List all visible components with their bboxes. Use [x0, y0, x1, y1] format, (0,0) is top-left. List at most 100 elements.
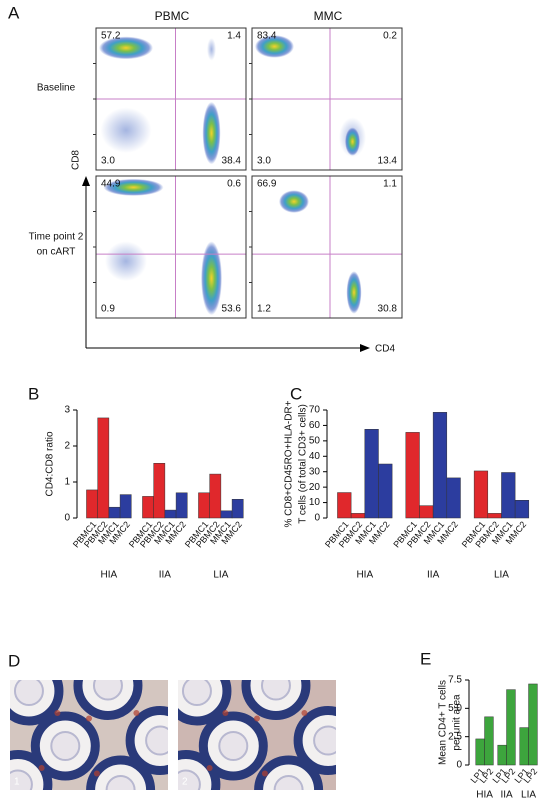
- quadrant-value: 53.6: [222, 304, 242, 315]
- stain: [254, 715, 260, 722]
- density: [201, 241, 222, 316]
- bar: [108, 506, 121, 519]
- y-tick-label: 60: [309, 420, 321, 431]
- panel-letter: E: [420, 649, 431, 668]
- column-header: MMC: [314, 9, 343, 23]
- density: [346, 271, 362, 314]
- y-tick-label: 50: [309, 435, 321, 446]
- quadrant-value: 0.9: [101, 304, 115, 315]
- arrow-head: [360, 344, 370, 352]
- quadrant-value: 3.0: [257, 156, 271, 167]
- bar: [405, 432, 420, 519]
- density: [255, 35, 294, 58]
- quadrant-value: 44.9: [101, 179, 121, 190]
- image-label: 1: [14, 777, 20, 788]
- y-axis-label: T cells (of total CD3+ cells): [298, 404, 309, 524]
- density: [100, 107, 152, 153]
- row-label: Time point 2: [29, 232, 84, 243]
- axis-label: CD8: [71, 150, 82, 170]
- y-tick-label: 3: [64, 405, 70, 416]
- stain: [133, 710, 140, 716]
- group-label: LIA: [521, 790, 536, 800]
- bar: [350, 513, 366, 519]
- stain: [222, 710, 229, 716]
- density: [99, 36, 153, 60]
- bar: [432, 412, 448, 519]
- group-label: IIA: [159, 570, 172, 581]
- bar: [378, 463, 393, 519]
- bar: [484, 716, 494, 766]
- y-tick-label: 30: [309, 466, 321, 477]
- density: [279, 190, 309, 213]
- lumen: [105, 775, 136, 790]
- flow-plot: [255, 35, 366, 158]
- flow-plot: [103, 178, 222, 316]
- y-axis-label: Mean CD4+ T cells: [438, 680, 449, 765]
- y-tick-label: 2: [64, 441, 70, 452]
- quadrant-value: 38.4: [222, 156, 242, 167]
- micrograph: [10, 680, 168, 790]
- group-label: IIA: [500, 790, 513, 800]
- y-tick-label: 10: [309, 497, 321, 508]
- quadrant-value: 1.1: [383, 179, 397, 190]
- group-label: HIA: [356, 570, 373, 581]
- flow-plot: [99, 36, 221, 165]
- y-tick-label: 70: [309, 405, 321, 416]
- bar: [153, 463, 166, 519]
- y-tick-label: 1: [64, 477, 70, 488]
- group-label: HIA: [101, 570, 118, 581]
- bar: [487, 513, 502, 519]
- lumen: [50, 731, 81, 761]
- density: [207, 37, 216, 61]
- bar: [119, 494, 132, 519]
- bar: [514, 500, 530, 519]
- y-tick-label: 0: [456, 760, 462, 771]
- y-tick-label: 2.5: [448, 731, 462, 742]
- group-label: LIA: [494, 570, 509, 581]
- quadrant-value: 30.8: [378, 304, 398, 315]
- bar: [175, 492, 188, 519]
- panel-letter: B: [28, 384, 39, 403]
- quadrant-value: 0.6: [227, 179, 241, 190]
- panel-letter: D: [8, 651, 20, 670]
- panel-letter: C: [290, 384, 302, 403]
- stain: [206, 765, 213, 771]
- lumen: [313, 725, 336, 756]
- micrograph: [178, 680, 336, 790]
- stain: [54, 710, 61, 716]
- lumen: [260, 680, 291, 701]
- y-axis-label: per unit area: [452, 694, 463, 751]
- y-tick-label: 20: [309, 482, 321, 493]
- lumen: [178, 769, 201, 790]
- bar: [142, 496, 154, 519]
- bar: [519, 727, 529, 766]
- lumen: [92, 680, 123, 701]
- y-tick-label: 5.0: [448, 703, 462, 714]
- bar: [446, 477, 461, 519]
- quadrant-value: 66.9: [257, 179, 277, 190]
- quadrant-value: 1.2: [257, 304, 271, 315]
- density: [202, 101, 221, 165]
- arrow-head: [82, 176, 90, 186]
- bar: [506, 689, 516, 766]
- quadrant-value: 13.4: [378, 156, 398, 167]
- stain: [301, 710, 308, 716]
- y-tick-label: 7.5: [448, 675, 462, 686]
- lumen: [10, 769, 33, 790]
- column-header: PBMC: [155, 9, 190, 23]
- bar: [497, 744, 507, 766]
- density: [103, 178, 164, 196]
- lumen: [145, 725, 168, 756]
- bar: [473, 470, 489, 519]
- stain: [261, 770, 268, 777]
- axis-label: CD4: [375, 344, 395, 355]
- bar: [164, 509, 177, 519]
- quadrant-value: 57.2: [101, 31, 121, 42]
- bar: [501, 472, 516, 519]
- stain: [93, 770, 100, 777]
- lumen: [273, 775, 304, 790]
- bar: [86, 489, 98, 519]
- y-tick-label: 0: [314, 513, 320, 524]
- image-label: 2: [182, 777, 188, 788]
